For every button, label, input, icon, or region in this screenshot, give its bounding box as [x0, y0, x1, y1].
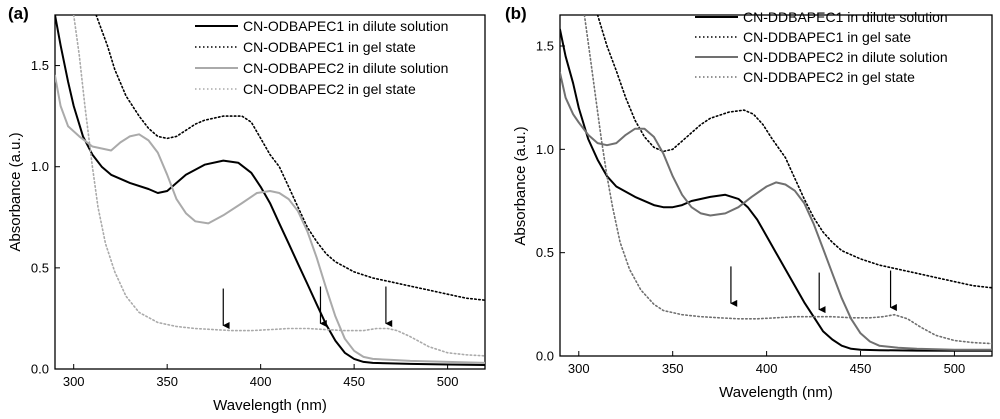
- legend-entry-b-2: CN-DDBAPEC1 in gel sate: [743, 29, 911, 45]
- x-tick-label-a-400: 400: [250, 374, 272, 389]
- x-axis-ticks-b: 300 350 400 450 500: [568, 351, 965, 376]
- x-axis-label-b: Wavelength (nm): [719, 384, 833, 401]
- series-line-a-2: [95, 15, 485, 301]
- y-axis-label-a: Absorbance (a.u.): [7, 132, 24, 251]
- chart-panel-b: (b) 300 350 400 450 500 0.0 0.5 1.0 1.5 Wavelen…: [505, 4, 993, 401]
- y-axis-ticks-a: 0.0 0.5 1.0 1.5: [31, 58, 60, 377]
- y-axis-ticks-b: 0.0 0.5 1.0 1.5: [536, 39, 565, 364]
- plot-frame-a: [54, 14, 486, 370]
- y-tick-label-b-0: 0.0: [536, 349, 554, 364]
- plot-frame-b: [559, 14, 993, 357]
- legend-b: CN-DDBAPEC1 in dilute solution CN-DDBAPE…: [695, 9, 948, 85]
- legend-entry-a-1: CN-ODBAPEC1 in dilute solution: [243, 18, 448, 34]
- y-tick-label-a-2: 1.0: [31, 159, 49, 174]
- y-axis-label-b: Absorbance (a.u.): [512, 126, 529, 245]
- legend-entry-b-1: CN-DDBAPEC1 in dilute solution: [743, 9, 948, 25]
- legend-entry-a-2: CN-ODBAPEC1 in gel state: [243, 39, 416, 55]
- x-tick-label-b-350: 350: [662, 361, 684, 376]
- x-tick-label-a-350: 350: [156, 374, 178, 389]
- x-tick-label-b-500: 500: [944, 361, 966, 376]
- plot-area-a: [55, 15, 485, 366]
- panel-label-a: (a): [8, 4, 29, 23]
- legend-entry-b-4: CN-DDBAPEC2 in gel state: [743, 69, 915, 85]
- chart-panel-a: (a) 300 350 400 450 500 0.0 0.5 1.0 1.5 Wavelen…: [7, 4, 486, 414]
- series-line-b-2: [596, 15, 992, 289]
- y-tick-label-b-1: 0.5: [536, 245, 554, 260]
- y-tick-label-a-1: 0.5: [31, 260, 49, 275]
- y-tick-label-a-0: 0.0: [31, 362, 49, 377]
- x-tick-label-b-400: 400: [756, 361, 778, 376]
- x-tick-label-b-450: 450: [850, 361, 872, 376]
- series-line-a-3: [55, 74, 485, 364]
- x-tick-label-a-450: 450: [343, 374, 365, 389]
- series-line-a-4: [72, 15, 485, 357]
- series-line-b-4: [583, 15, 992, 345]
- series-line-a-1: [55, 15, 485, 366]
- legend-entry-a-4: CN-ODBAPEC2 in gel state: [243, 81, 416, 97]
- x-tick-label-a-500: 500: [437, 374, 459, 389]
- series-line-b-3: [560, 71, 992, 351]
- x-axis-ticks-a: 300 350 400 450 500: [63, 364, 459, 389]
- y-tick-label-a-3: 1.5: [31, 58, 49, 73]
- y-tick-label-b-2: 1.0: [536, 142, 554, 157]
- y-tick-label-b-3: 1.5: [536, 39, 554, 54]
- panel-label-b: (b): [505, 4, 527, 23]
- x-tick-label-b-300: 300: [568, 361, 590, 376]
- legend-entry-b-3: CN-DDBAPEC2 in dilute solution: [743, 49, 948, 65]
- x-tick-label-a-300: 300: [63, 374, 85, 389]
- legend-entry-a-3: CN-ODBAPEC2 in dilute solution: [243, 60, 448, 76]
- plot-area-b: [560, 15, 992, 352]
- legend-a: CN-ODBAPEC1 in dilute solution CN-ODBAPE…: [195, 18, 448, 97]
- x-axis-label-a: Wavelength (nm): [213, 397, 327, 414]
